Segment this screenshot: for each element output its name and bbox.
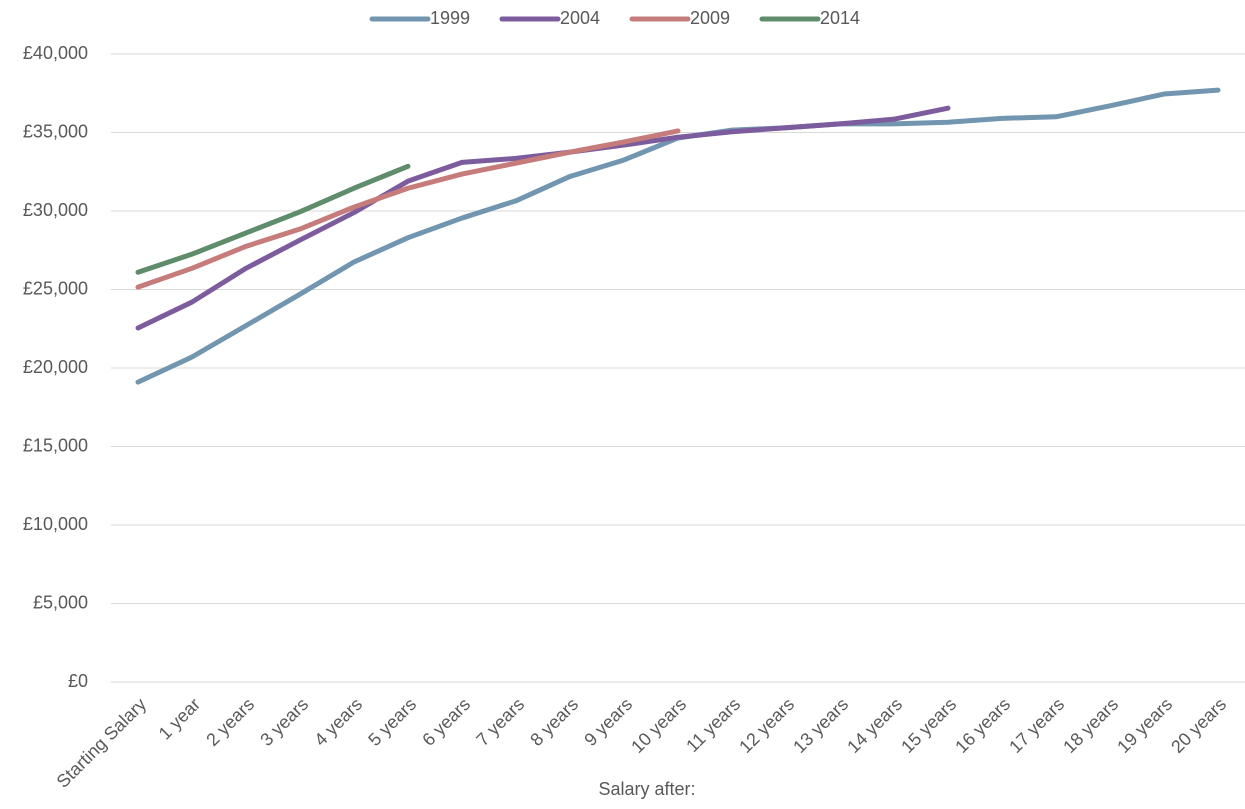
legend-label: 2014	[820, 8, 860, 28]
x-tick-label: Starting Salary	[53, 694, 151, 792]
series-line	[135, 163, 411, 275]
y-tick-label: £35,000	[23, 121, 88, 141]
x-tick-label: 4 years	[310, 694, 366, 750]
x-tick-label: 10 years	[627, 694, 690, 757]
y-tick-label: £5,000	[33, 592, 88, 612]
legend-label: 1999	[430, 8, 470, 28]
y-tick-label: £30,000	[23, 200, 88, 220]
legend-label: 2009	[690, 8, 730, 28]
x-tick-label: 1 year	[155, 694, 205, 744]
y-tick-label: £20,000	[23, 357, 88, 377]
series-line	[135, 128, 681, 290]
x-tick-label: 18 years	[1059, 694, 1122, 757]
series-line	[135, 87, 1221, 385]
x-tick-label: 17 years	[1005, 694, 1068, 757]
x-tick-label: 3 years	[256, 694, 312, 750]
x-tick-label: 13 years	[789, 694, 852, 757]
x-tick-label: 5 years	[364, 694, 420, 750]
series-line	[135, 105, 951, 331]
x-tick-label: 20 years	[1167, 694, 1230, 757]
x-tick-label: 16 years	[951, 694, 1014, 757]
x-tick-label: 12 years	[735, 694, 798, 757]
legend-label: 2004	[560, 8, 600, 28]
x-tick-label: 2 years	[202, 694, 258, 750]
y-tick-label: £0	[68, 671, 88, 691]
y-tick-label: £15,000	[23, 435, 88, 455]
x-tick-label: 8 years	[526, 694, 582, 750]
x-tick-label: 19 years	[1113, 694, 1176, 757]
x-tick-label: 14 years	[843, 694, 906, 757]
y-tick-label: £40,000	[23, 43, 88, 63]
x-tick-label: 7 years	[472, 694, 528, 750]
x-tick-label: 6 years	[418, 694, 474, 750]
x-axis-title: Salary after:	[598, 779, 695, 799]
y-tick-label: £10,000	[23, 514, 88, 534]
x-tick-label: 15 years	[897, 694, 960, 757]
x-tick-label: 11 years	[682, 694, 744, 756]
y-tick-label: £25,000	[23, 278, 88, 298]
